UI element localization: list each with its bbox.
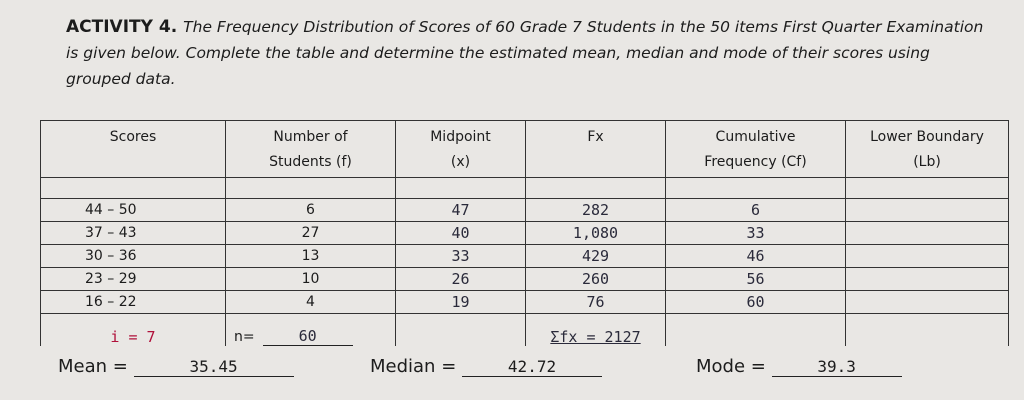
header-text: Fx [587, 129, 604, 145]
header-text: (x) [450, 154, 471, 170]
n-cell: n= 60 [225, 313, 396, 346]
median-result: Median = 42.72 [370, 356, 603, 377]
cell: 56 [665, 267, 846, 291]
cell: 33 [665, 221, 846, 245]
empty-cell [845, 198, 1009, 222]
cell: 60 [665, 290, 846, 314]
blank-cell [40, 177, 226, 199]
header-text: Number of [273, 129, 348, 145]
empty-cell [845, 290, 1009, 314]
empty-cell [845, 244, 1009, 268]
cell: 4 [225, 290, 396, 314]
mean-value: 35.45 [133, 357, 294, 377]
median-value: 42.72 [462, 357, 603, 377]
cell: 10 [225, 267, 396, 291]
interval: i = 7 [40, 313, 226, 346]
header-text: Scores [109, 129, 157, 145]
header-cell: Midpoint (x) [395, 120, 526, 178]
cell: 46 [665, 244, 846, 268]
cell: 40 [395, 221, 526, 245]
cell: 6 [665, 198, 846, 222]
mode-result: Mode = 39.3 [696, 356, 902, 377]
cell: 6 [225, 198, 396, 222]
header-row: Scores Number of Students (f) Midpoint (x) Fx… [40, 120, 1009, 178]
cell: 47 [395, 198, 526, 222]
cell: 44 – 50 [40, 198, 226, 222]
data-row: 16 – 22 4 19 76 60 [40, 290, 1009, 314]
mean-result: Mean = 35.45 [58, 356, 294, 377]
blank-cell [525, 177, 666, 199]
header-text: (Lb) [913, 154, 941, 170]
data-row: 30 – 36 13 33 429 46 [40, 244, 1009, 268]
header-cell: Lower Boundary (Lb) [845, 120, 1009, 178]
mode-label: Mode = [696, 356, 766, 377]
cell: 33 [395, 244, 526, 268]
empty-cell [665, 313, 846, 346]
header-cell: Fx [525, 120, 666, 178]
blank-cell [665, 177, 846, 199]
data-row: 23 – 29 10 26 260 56 [40, 267, 1009, 291]
n-label: n= [234, 329, 255, 345]
blank-cell [225, 177, 396, 199]
cell: 37 – 43 [40, 221, 226, 245]
mode-value: 39.3 [771, 357, 902, 377]
header-cell: Scores [40, 120, 226, 178]
cell: 19 [395, 290, 526, 314]
instructions: The Frequency Distribution of Scores of … [66, 18, 984, 88]
footer-row: i = 7 n= 60 Σfx = 2127 [40, 313, 1009, 346]
cell: 260 [525, 267, 666, 291]
data-row: 44 – 50 6 47 282 6 [40, 198, 1009, 222]
cell: 26 [395, 267, 526, 291]
blank-cell [395, 177, 526, 199]
header-cell: Number of Students (f) [225, 120, 396, 178]
sum-fx: Σfx = 2127 [525, 313, 666, 346]
cell: 1,080 [525, 221, 666, 245]
cell: 16 – 22 [40, 290, 226, 314]
empty-cell [845, 313, 1009, 346]
header-text: Midpoint [430, 129, 491, 145]
empty-cell [845, 221, 1009, 245]
header-text: Lower Boundary [870, 129, 984, 145]
empty-cell [395, 313, 526, 346]
cell: 282 [525, 198, 666, 222]
blank-cell [845, 177, 1009, 199]
cell: 23 – 29 [40, 267, 226, 291]
blank-row [40, 177, 1009, 199]
empty-cell [845, 267, 1009, 291]
header-text: Students (f) [269, 154, 352, 170]
cell: 429 [525, 244, 666, 268]
frequency-table: Scores Number of Students (f) Midpoint (x) Fx… [40, 120, 1009, 346]
median-label: Median = [370, 356, 457, 377]
cell: 27 [225, 221, 396, 245]
header-text: Cumulative [715, 129, 796, 145]
activity-label: ACTIVITY 4. [66, 17, 178, 37]
instructions-block: ACTIVITY 4. The Frequency Distribution of… [66, 14, 996, 92]
mean-label: Mean = [58, 356, 128, 377]
data-row: 37 – 43 27 40 1,080 33 [40, 221, 1009, 245]
cell: 13 [225, 244, 396, 268]
n-value: 60 [262, 327, 353, 346]
cell: 30 – 36 [40, 244, 226, 268]
header-cell: Cumulative Frequency (Cf) [665, 120, 846, 178]
cell: 76 [525, 290, 666, 314]
header-text: Frequency (Cf) [704, 154, 807, 170]
